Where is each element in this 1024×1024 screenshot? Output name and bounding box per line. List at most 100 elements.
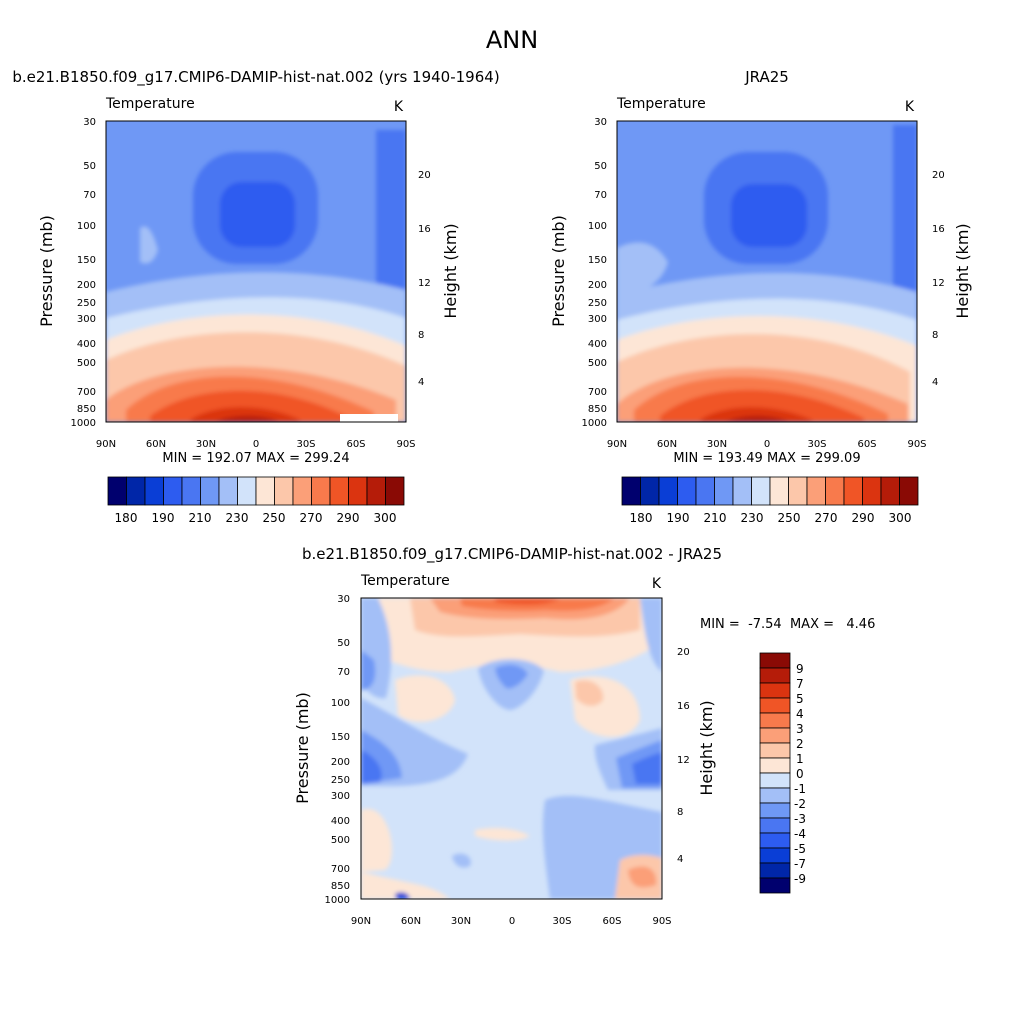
colorbar-swatch [385, 476, 405, 506]
y2-tick-label: 20 [932, 170, 945, 181]
y2-tick-label: 16 [418, 224, 431, 235]
colorbar-label: 270 [815, 511, 838, 525]
colorbar-swatch [759, 667, 791, 684]
x-tick-label: 30N [451, 916, 471, 927]
y2-tick-label: 8 [418, 330, 424, 341]
y2-tick-label: 4 [677, 854, 683, 865]
x-tick-label: 90N [96, 439, 116, 450]
y2-tick-label: 12 [418, 278, 431, 289]
colorbar-swatch [640, 476, 660, 506]
colorbar-label: 300 [374, 511, 397, 525]
y-tick-label: 200 [588, 280, 607, 291]
colorbar-swatch [862, 476, 882, 506]
colorbar-swatch [759, 832, 791, 849]
y-tick-label: 400 [331, 816, 350, 827]
colorbar-swatch [751, 476, 771, 506]
colorbar-label: 3 [796, 722, 804, 736]
colorbar-swatch [759, 787, 791, 804]
y-tick-label: 250 [77, 298, 96, 309]
x-tick-label: 30S [807, 439, 826, 450]
colorbar-swatch [163, 476, 183, 506]
colorbar-swatch [292, 476, 312, 506]
colorbar-label: 2 [796, 737, 804, 751]
y-tick-label: 300 [331, 791, 350, 802]
y-tick-label: 500 [77, 358, 96, 369]
colorbar-label: 210 [704, 511, 727, 525]
panel-difference: b.e21.B1850.f09_g17.CMIP6-DAMIP-hist-nat… [293, 545, 875, 927]
y2-tick-labels: 20 16 12 8 4 [677, 647, 690, 865]
colorbar-label: 9 [796, 662, 804, 676]
y-tick-label: 30 [594, 117, 607, 128]
panel-observation: JRA25 Temperature K 30 [549, 68, 972, 525]
colorbar-label: -5 [794, 842, 806, 856]
x-tick-label: 0 [509, 916, 515, 927]
y-tick-label: 500 [588, 358, 607, 369]
y2-tick-label: 12 [677, 755, 690, 766]
x-tick-label: 90S [907, 439, 926, 450]
colorbar-swatch [759, 652, 791, 669]
x-tick-labels: 90N 60N 30N 0 30S 60S 90S [351, 916, 672, 927]
y-tick-label: 70 [594, 190, 607, 201]
colorbar-swatch [677, 476, 697, 506]
y-tick-label: 150 [588, 255, 607, 266]
colorbar-swatch [759, 742, 791, 759]
y-tick-label: 100 [588, 221, 607, 232]
colorbar-label: 190 [667, 511, 690, 525]
colorbar-swatch [329, 476, 349, 506]
y-tick-label: 150 [77, 255, 96, 266]
y2-tick-label: 16 [677, 701, 690, 712]
colorbar: 180 190 210 230 250 270 290 300 [621, 476, 919, 525]
x-tick-label: 30N [707, 439, 727, 450]
colorbar-swatch [759, 727, 791, 744]
panel-title: JRA25 [744, 68, 789, 86]
y2-tick-label: 4 [418, 377, 424, 388]
contour-field [617, 121, 917, 422]
y-tick-label: 700 [77, 387, 96, 398]
y-tick-label: 400 [77, 339, 96, 350]
colorbar-swatch [825, 476, 845, 506]
colorbar-label: 290 [852, 511, 875, 525]
colorbar-label: 290 [337, 511, 360, 525]
y-tick-label: 300 [588, 314, 607, 325]
y-tick-label: 850 [331, 881, 350, 892]
colorbar-swatch [107, 476, 127, 506]
colorbar-swatch [769, 476, 789, 506]
colorbar: 180 190 210 230 250 270 290 300 [107, 476, 405, 525]
colorbar-swatch [899, 476, 919, 506]
y-tick-labels: 30 50 70 100 150 200 250 300 400 500 700… [582, 117, 607, 429]
x-tick-label: 60S [346, 439, 365, 450]
colorbar-label: 230 [741, 511, 764, 525]
colorbar-swatch [237, 476, 257, 506]
y-tick-labels: 30 50 70 100 150 200 250 300 400 500 700… [71, 117, 96, 429]
y2-tick-label: 8 [677, 807, 683, 818]
y2-tick-label: 4 [932, 377, 938, 388]
y-axis-label: Pressure (mb) [293, 692, 312, 804]
y-axis-label: Pressure (mb) [549, 215, 568, 327]
y-tick-label: 70 [337, 667, 350, 678]
colorbar-swatch [695, 476, 715, 506]
y-tick-label: 30 [83, 117, 96, 128]
y-tick-label: 50 [594, 161, 607, 172]
colorbar-label: 1 [796, 752, 804, 766]
colorbar-swatch [759, 757, 791, 774]
colorbar-swatch [759, 712, 791, 729]
x-tick-label: 90N [351, 916, 371, 927]
x-tick-label: 30S [552, 916, 571, 927]
page-title: ANN [486, 26, 538, 54]
contour-field [106, 121, 406, 422]
colorbar-label: 7 [796, 677, 804, 691]
y2-axis-label: Height (km) [441, 223, 460, 318]
contour-field [361, 598, 662, 899]
colorbar-label: 230 [226, 511, 249, 525]
colorbar-swatch [218, 476, 238, 506]
y2-axis-label: Height (km) [697, 700, 716, 795]
y-tick-label: 1000 [582, 418, 607, 429]
y2-tick-label: 20 [677, 647, 690, 658]
x-tick-label: 30S [296, 439, 315, 450]
y2-tick-label: 8 [932, 330, 938, 341]
y-tick-label: 150 [331, 732, 350, 743]
y-tick-label: 400 [588, 339, 607, 350]
y-tick-label: 200 [331, 757, 350, 768]
y2-tick-label: 20 [418, 170, 431, 181]
